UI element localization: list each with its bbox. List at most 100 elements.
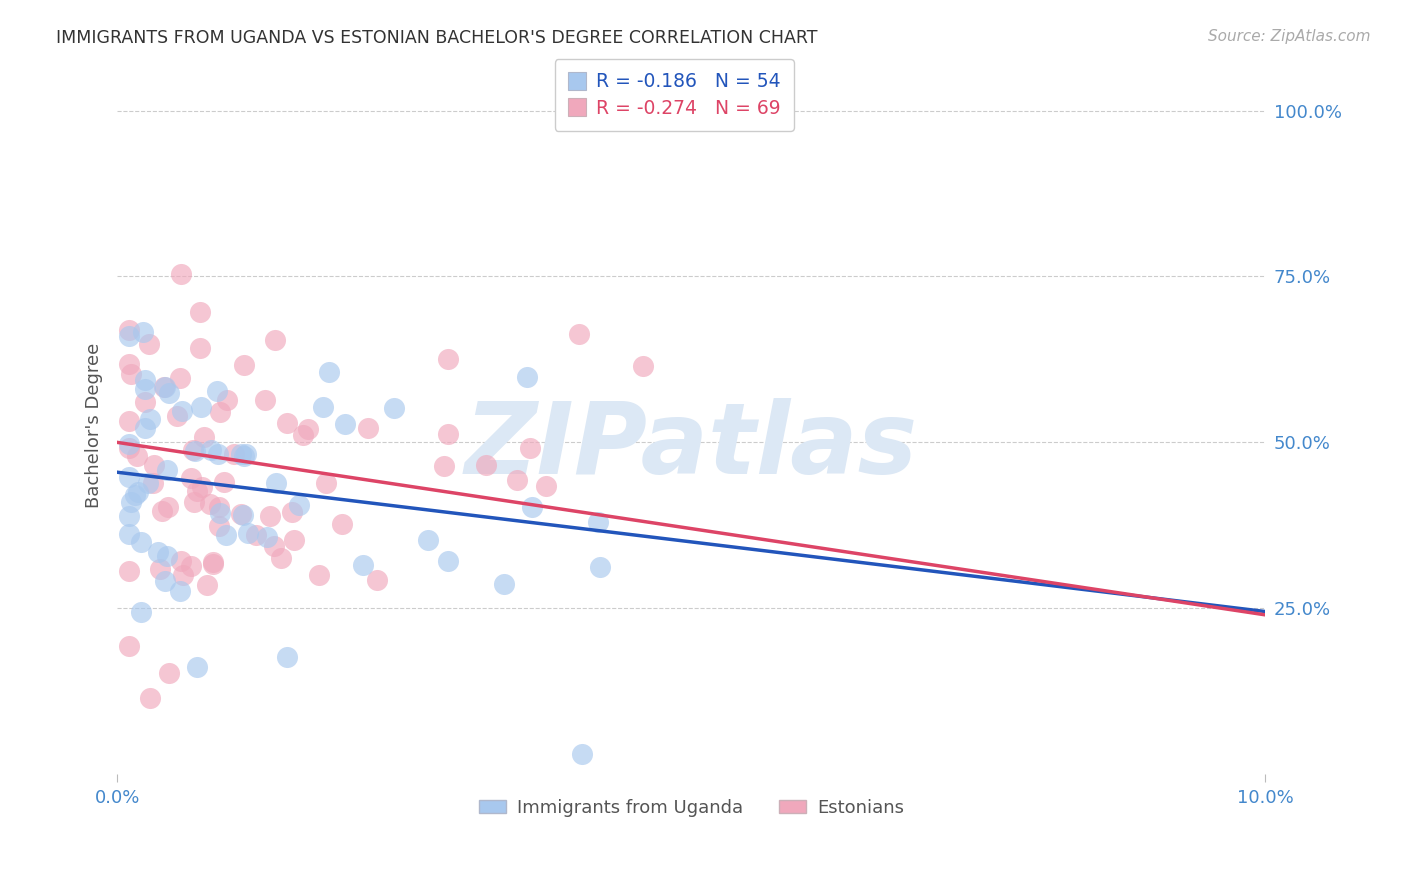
Point — [118, 470, 141, 484]
Point — [436, 351, 458, 366]
Point — [208, 500, 231, 514]
Point — [134, 373, 156, 387]
Point — [382, 401, 405, 415]
Point — [357, 420, 380, 434]
Point — [181, 443, 204, 458]
Point — [157, 500, 180, 514]
Point — [201, 557, 224, 571]
Point — [118, 564, 141, 578]
Point — [134, 421, 156, 435]
Point — [236, 525, 259, 540]
Point — [292, 428, 315, 442]
Point — [190, 400, 212, 414]
Point — [157, 386, 180, 401]
Text: Source: ZipAtlas.com: Source: ZipAtlas.com — [1208, 29, 1371, 44]
Point — [534, 479, 557, 493]
Point — [166, 409, 188, 424]
Point — [170, 267, 193, 281]
Point — [188, 305, 211, 319]
Point — [276, 417, 298, 431]
Point — [208, 405, 231, 419]
Point — [264, 333, 287, 347]
Point — [127, 485, 149, 500]
Point — [588, 515, 610, 529]
Legend: Immigrants from Uganda, Estonians: Immigrants from Uganda, Estonians — [471, 792, 911, 824]
Point — [571, 747, 593, 762]
Point — [148, 545, 170, 559]
Point — [153, 379, 176, 393]
Point — [180, 471, 202, 485]
Point — [139, 412, 162, 426]
Point — [118, 323, 141, 337]
Point — [134, 382, 156, 396]
Point — [195, 578, 218, 592]
Point — [283, 533, 305, 547]
Point — [235, 447, 257, 461]
Point — [169, 584, 191, 599]
Point — [149, 562, 172, 576]
Point — [520, 500, 543, 514]
Text: ZIPatlas: ZIPatlas — [465, 398, 918, 495]
Point — [631, 359, 654, 373]
Point — [193, 430, 215, 444]
Point — [169, 371, 191, 385]
Point — [212, 475, 235, 490]
Point — [208, 519, 231, 533]
Point — [142, 475, 165, 490]
Point — [224, 447, 246, 461]
Point — [433, 458, 456, 473]
Point — [156, 549, 179, 564]
Point — [232, 358, 254, 372]
Point — [253, 392, 276, 407]
Point — [215, 527, 238, 541]
Point — [287, 498, 309, 512]
Point — [201, 555, 224, 569]
Point — [312, 401, 335, 415]
Point — [215, 393, 238, 408]
Point — [118, 329, 141, 343]
Point — [156, 463, 179, 477]
Point — [229, 447, 252, 461]
Y-axis label: Bachelor's Degree: Bachelor's Degree — [86, 343, 103, 508]
Point — [150, 504, 173, 518]
Point — [205, 384, 228, 398]
Point — [264, 475, 287, 490]
Point — [118, 413, 141, 427]
Point — [208, 507, 231, 521]
Point — [256, 530, 278, 544]
Point — [519, 441, 541, 455]
Point — [143, 458, 166, 472]
Point — [120, 494, 142, 508]
Point — [118, 639, 141, 653]
Point — [118, 357, 141, 371]
Point — [186, 659, 208, 673]
Point — [125, 449, 148, 463]
Point — [437, 426, 460, 441]
Point — [118, 509, 141, 524]
Point — [183, 495, 205, 509]
Text: IMMIGRANTS FROM UGANDA VS ESTONIAN BACHELOR'S DEGREE CORRELATION CHART: IMMIGRANTS FROM UGANDA VS ESTONIAN BACHE… — [56, 29, 818, 46]
Point — [232, 449, 254, 463]
Point — [475, 458, 498, 472]
Point — [229, 507, 252, 521]
Point — [568, 327, 591, 342]
Point — [198, 497, 221, 511]
Point — [276, 649, 298, 664]
Point — [263, 539, 285, 553]
Point — [506, 473, 529, 487]
Point — [200, 443, 222, 458]
Point — [516, 369, 538, 384]
Point — [232, 508, 254, 523]
Point — [259, 509, 281, 524]
Point — [118, 441, 141, 455]
Point — [120, 367, 142, 381]
Point — [153, 380, 176, 394]
Point — [186, 484, 208, 499]
Point — [129, 535, 152, 549]
Point — [136, 475, 159, 490]
Point — [315, 475, 337, 490]
Point — [170, 404, 193, 418]
Point — [245, 528, 267, 542]
Point — [297, 422, 319, 436]
Point — [157, 665, 180, 680]
